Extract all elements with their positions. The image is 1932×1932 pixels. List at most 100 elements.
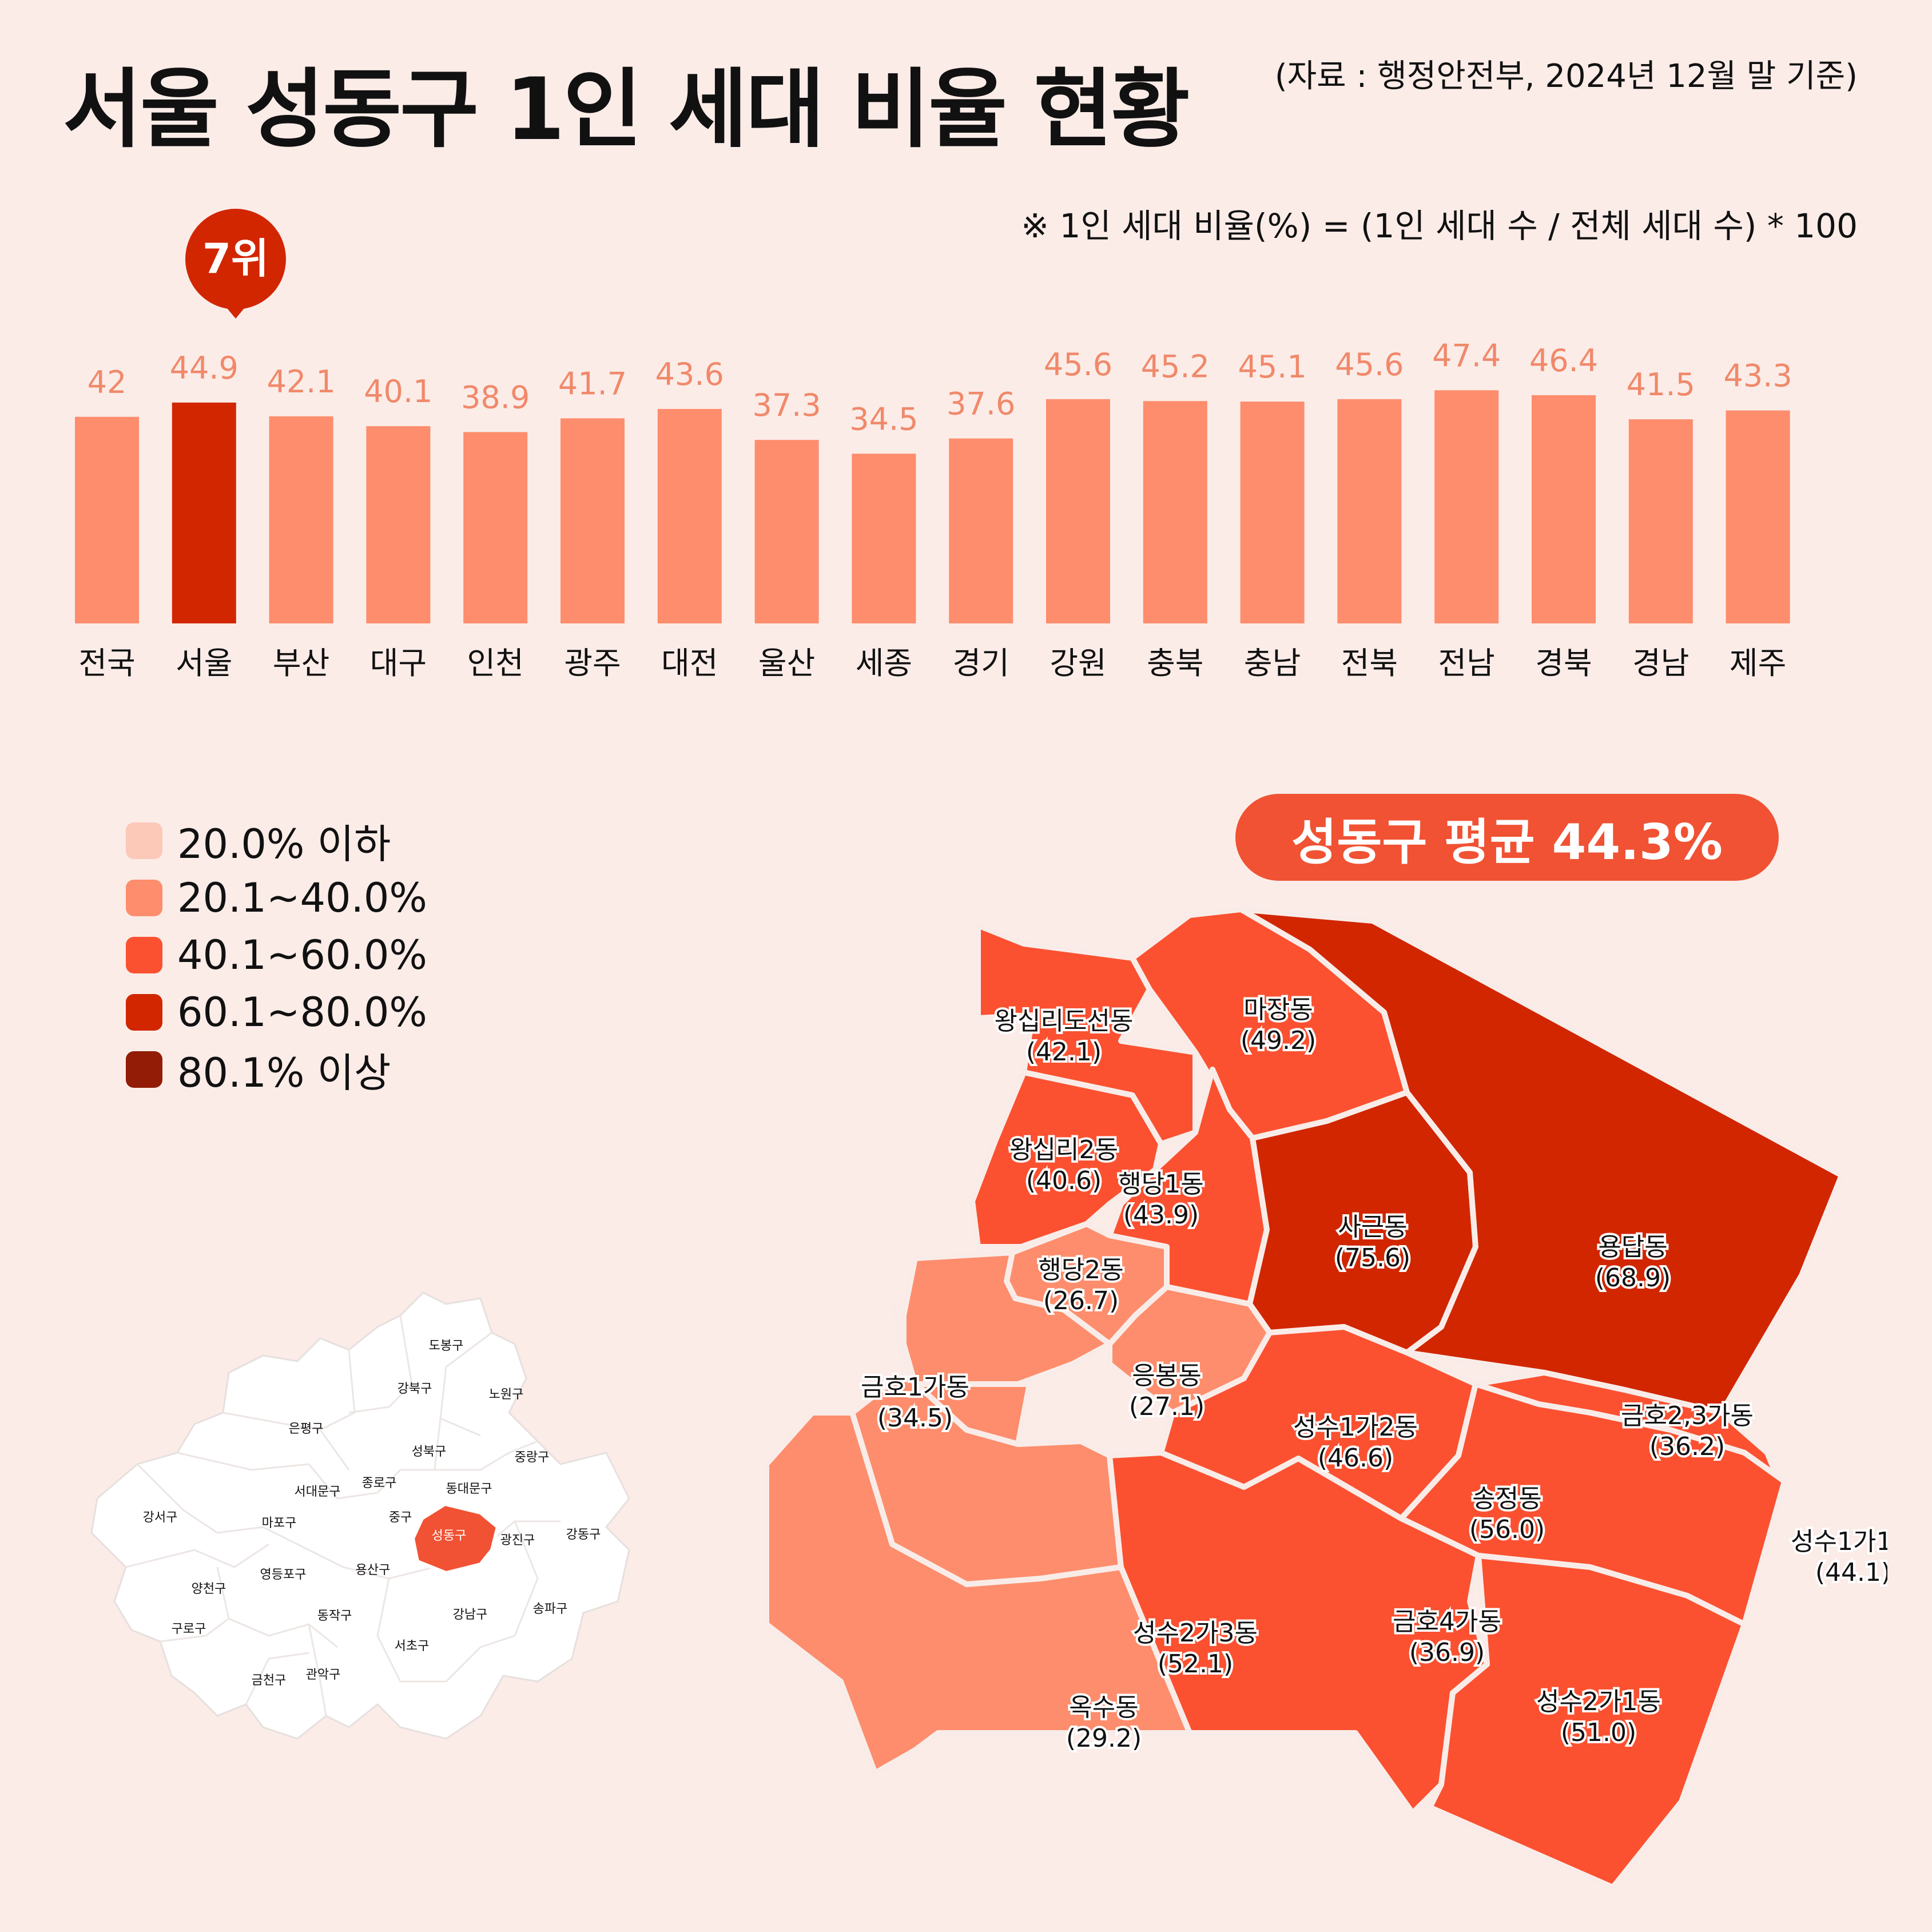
district-label: 영등포구 [260, 1568, 307, 1582]
category-label: 강원 [1050, 645, 1106, 681]
district-label: 관악구 [306, 1668, 341, 1682]
bar-value-label: 34.5 [849, 401, 918, 437]
dong-name-label: 왕십리2동 [1009, 1135, 1118, 1164]
legend-swatch [126, 994, 162, 1031]
bar-value-label: 45.2 [1141, 348, 1210, 384]
bar-value-label: 38.9 [461, 379, 530, 415]
dong-value-label: (68.9) [1595, 1263, 1671, 1293]
legend-swatch [126, 880, 162, 916]
dong-name-label: 행당2동 [1038, 1255, 1123, 1285]
dong-value-label: (40.6) [1026, 1166, 1102, 1195]
bar-울산 [754, 440, 819, 623]
bar-value-label: 40.1 [364, 373, 432, 410]
dong-value-label: (29.2) [1066, 1724, 1142, 1753]
district-label: 광진구 [500, 1533, 535, 1548]
dong-value-label: (42.1) [1026, 1037, 1102, 1067]
dong-name-label: 옥수동 [1069, 1693, 1138, 1722]
bar-전국 [75, 416, 139, 623]
bar-경남 [1628, 419, 1693, 623]
rank-badge: 7위 [185, 209, 286, 319]
dong-name-label: 성수1가1동 [1791, 1527, 1887, 1556]
district-label: 강동구 [566, 1528, 601, 1542]
district-label: 동작구 [317, 1609, 352, 1623]
dong-value-label: (43.9) [1123, 1200, 1199, 1230]
bar-value-label: 41.7 [558, 365, 627, 401]
category-label: 세종 [856, 645, 912, 681]
bar-충북 [1143, 401, 1207, 623]
legend-label: 20.1~40.0% [177, 874, 427, 921]
category-label: 서울 [176, 645, 232, 681]
legend-item: 20.0% 이하 [126, 812, 427, 869]
category-label: 대전 [661, 645, 718, 681]
bar-value-label: 42 [88, 364, 127, 400]
bar-대구 [366, 426, 431, 623]
bar-경북 [1532, 395, 1596, 623]
category-label: 울산 [758, 645, 815, 681]
bar-value-label: 46.4 [1529, 343, 1598, 379]
dong-name-label: 마장동 [1243, 995, 1313, 1024]
bar-value-label: 44.9 [170, 350, 238, 386]
rank-badge-pointer [224, 305, 247, 319]
dong-value-label: (26.7) [1043, 1286, 1119, 1315]
bar-전북 [1337, 399, 1402, 623]
bar-세종 [852, 454, 916, 623]
legend-swatch [126, 937, 162, 973]
dong-region-성수1가1동 [1107, 1450, 1490, 1816]
bar-value-label: 41.5 [1627, 367, 1695, 403]
district-label: 강북구 [397, 1382, 432, 1396]
dong-value-label: (51.0) [1561, 1718, 1636, 1747]
category-label: 충남 [1244, 645, 1301, 681]
legend-item: 80.1% 이상 [126, 1041, 427, 1098]
category-label: 충북 [1147, 645, 1203, 681]
legend-label: 20.0% 이하 [177, 820, 391, 868]
legend-item: 60.1~80.0% [126, 984, 427, 1041]
dong-name-label: 송정동 [1472, 1484, 1541, 1513]
bar-경기 [949, 438, 1013, 623]
legend-label: 80.1% 이상 [177, 1049, 391, 1096]
dong-value-label: (56.0) [1469, 1515, 1545, 1544]
dong-region-성수2가1동 [1427, 1553, 1747, 1890]
formula-note: ※ 1인 세대 비율(%) = (1인 세대 수 / 전체 세대 수) * 10… [1021, 206, 1858, 245]
category-label: 전남 [1438, 645, 1495, 681]
district-label: 서초구 [395, 1639, 430, 1653]
dong-name-label: 성수1가2동 [1293, 1413, 1418, 1442]
category-label: 광주 [564, 645, 621, 681]
bar-대전 [657, 409, 722, 623]
dong-region-옥수동 [764, 1410, 1192, 1776]
district-label: 용산구 [356, 1563, 391, 1577]
district-label: 강남구 [453, 1608, 488, 1622]
district-label: 마포구 [262, 1516, 297, 1531]
legend-swatch [126, 1051, 162, 1088]
bar-value-label: 47.4 [1432, 337, 1501, 373]
district-label: 중구 [389, 1510, 412, 1525]
category-label: 인천 [467, 645, 524, 681]
district-label: 양천구 [192, 1582, 226, 1596]
district-label: 은평구 [289, 1422, 324, 1436]
bar-value-label: 43.3 [1723, 358, 1792, 394]
dong-name-label: 성수2가3동 [1133, 1619, 1258, 1648]
seoul-outline [90, 1291, 630, 1740]
bar-value-label: 45.1 [1238, 349, 1306, 385]
dong-value-label: (36.9) [1409, 1638, 1485, 1667]
category-label: 경남 [1632, 645, 1689, 681]
page-title: 서울 성동구 1인 세대 비율 현황 [63, 60, 1190, 160]
dong-name-label: 행당1동 [1118, 1170, 1203, 1199]
category-label: 제주 [1730, 645, 1786, 681]
district-label: 성동구 [432, 1529, 467, 1543]
rank-badge-circle [185, 209, 286, 309]
dong-value-label: (36.2) [1649, 1432, 1725, 1461]
dong-value-label: (44.1) [1815, 1558, 1887, 1587]
district-label: 동대문구 [446, 1482, 492, 1496]
seongdong-district-highlight [411, 1502, 500, 1575]
dong-name-label: 용답동 [1598, 1233, 1667, 1262]
bar-충남 [1240, 401, 1305, 623]
category-label: 경북 [1535, 645, 1592, 681]
bar-value-label: 37.6 [947, 386, 1015, 422]
legend-label: 40.1~60.0% [177, 932, 427, 979]
bar-value-label: 45.6 [1044, 347, 1112, 383]
legend-swatch [126, 822, 162, 859]
legend: 20.0% 이하 20.1~40.0% 40.1~60.0% 60.1~80.0… [126, 812, 427, 1098]
district-label: 도봉구 [429, 1339, 464, 1353]
bar-value-label: 42.1 [267, 364, 335, 400]
